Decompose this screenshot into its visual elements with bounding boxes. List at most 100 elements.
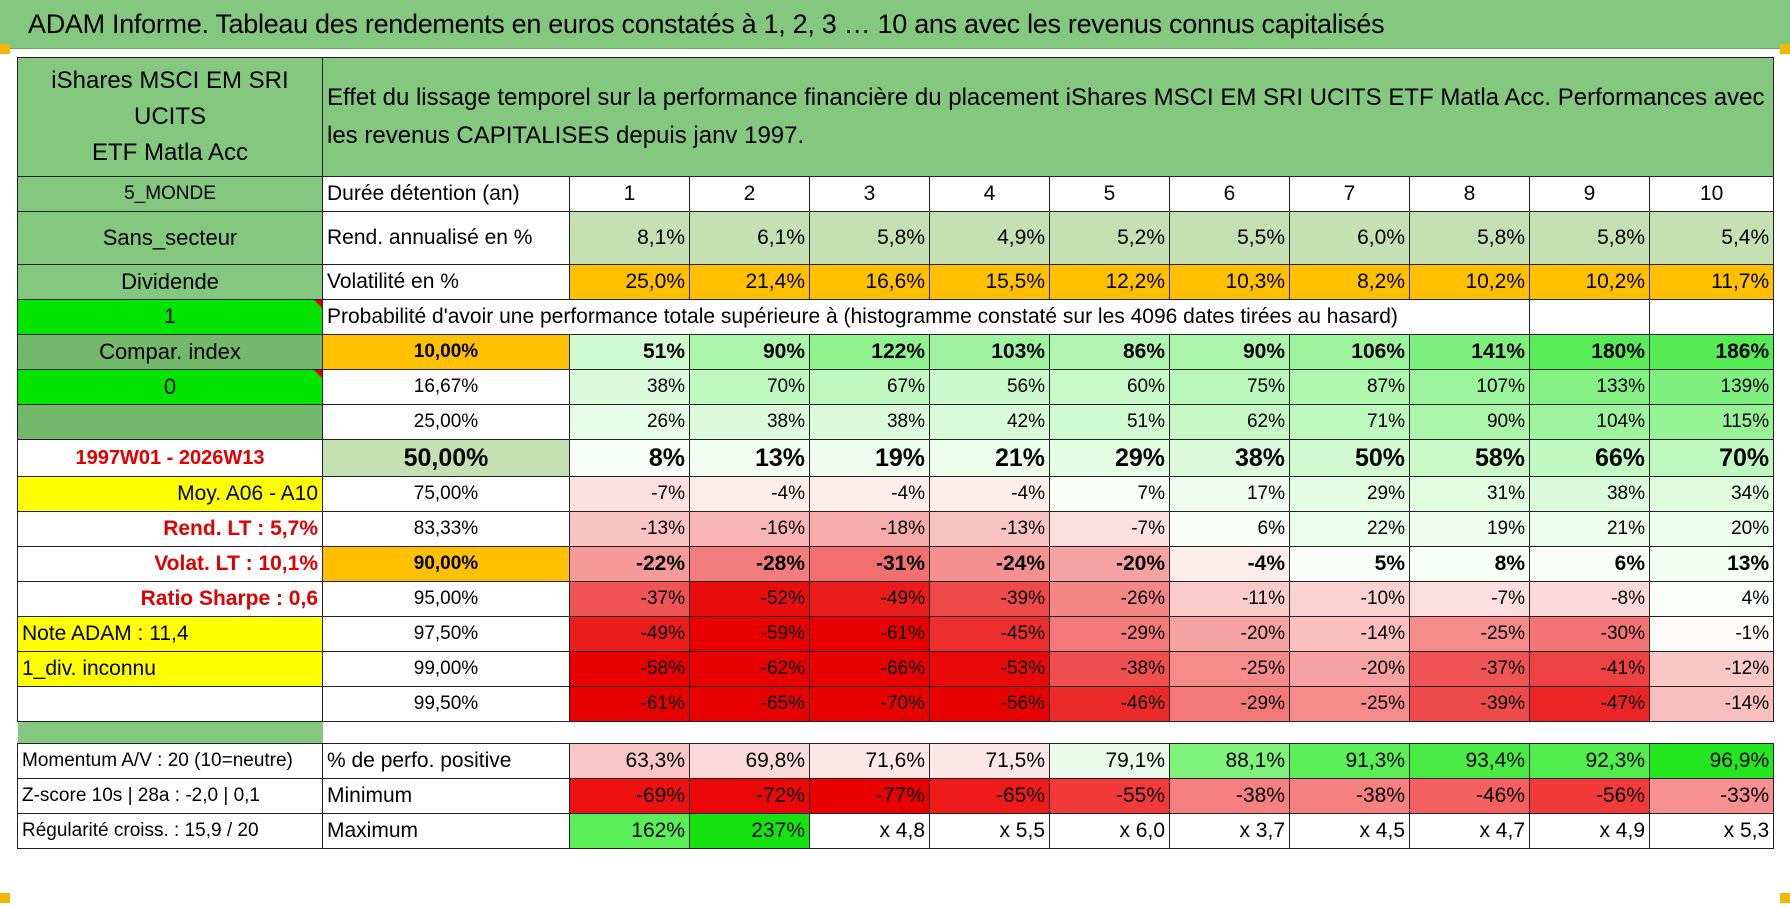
sector-cell: Sans_secteur — [17, 211, 323, 265]
pct-pos-value: 93,4% — [1409, 743, 1530, 779]
quantile-value: 31% — [1409, 476, 1530, 512]
quantile-value: 42% — [929, 404, 1050, 440]
quantile-row: 1997W01 - 2026W13 50,00% 8% 13% 19% 21% 29% 38%… — [17, 439, 1775, 477]
quantile-row: 25,00% 26% 38% 38% 42% 51% 62% 71% 90% 104% 115% — [17, 404, 1775, 440]
compar-index-cell: Compar. index — [17, 334, 323, 370]
quantile-value: 5% — [1289, 546, 1410, 582]
prob-label: Probabilité d'avoir une performance tota… — [322, 299, 1530, 335]
period-cell: 1997W01 - 2026W13 — [17, 439, 323, 477]
quantile-value: -7% — [1049, 511, 1170, 547]
quantile-label: 99,50% — [322, 686, 570, 722]
quantile-value: 90% — [689, 334, 810, 370]
quantile-value: 106% — [1289, 334, 1410, 370]
region-cell: 5_MONDE — [17, 176, 323, 212]
quantile-value: 13% — [689, 439, 810, 477]
quantile-label: 75,00% — [322, 476, 570, 512]
maximum-value: x 4,5 — [1289, 813, 1410, 849]
quantile-value: 21% — [1529, 511, 1650, 547]
quantile-value: 50% — [1289, 439, 1410, 477]
quantile-label: 95,00% — [322, 581, 570, 617]
ratio-sharpe-cell: Ratio Sharpe : 0,6 — [17, 581, 323, 617]
quantile-value: -10% — [1289, 581, 1410, 617]
rend-value: 6,1% — [689, 211, 810, 265]
quantile-value: -58% — [569, 651, 690, 687]
quantile-row: Volat. LT : 10,1% 90,00% -22% -28% -31% -24% -… — [17, 546, 1775, 582]
quantile-value: 19% — [809, 439, 930, 477]
minimum-value: -46% — [1409, 778, 1530, 814]
moy-cell: Moy. A06 - A10 — [17, 476, 323, 512]
quantile-value: 51% — [569, 334, 690, 370]
one-cell[interactable]: 1 — [17, 299, 323, 335]
page-title: ADAM Informe. Tableau des rendements en … — [28, 8, 1385, 39]
minimum-value: -72% — [689, 778, 810, 814]
quantile-value: -8% — [1529, 581, 1650, 617]
div-inconnu-cell: 1_div. inconnu — [17, 651, 323, 687]
vol-value: 15,5% — [929, 264, 1050, 300]
quantile-value: -13% — [929, 511, 1050, 547]
quantile-value: -46% — [1049, 686, 1170, 722]
volat-lt-cell: Volat. LT : 10,1% — [17, 546, 323, 582]
rend-value: 5,5% — [1169, 211, 1290, 265]
quantile-value: 38% — [569, 369, 690, 405]
pct-pos-value: 79,1% — [1049, 743, 1170, 779]
quantile-row: 99,50% -61% -65% -70% -56% -46% -29% -25% -39% -4… — [17, 686, 1775, 722]
quantile-value: 22% — [1289, 511, 1410, 547]
rend-label: Rend. annualisé en % — [322, 211, 570, 265]
vol-value: 10,2% — [1409, 264, 1530, 300]
quantile-value: -65% — [689, 686, 810, 722]
quantile-value: 133% — [1529, 369, 1650, 405]
maximum-value: x 4,9 — [1529, 813, 1650, 849]
quantile-value: -4% — [809, 476, 930, 512]
vol-value: 25,0% — [569, 264, 690, 300]
quantile-value: -41% — [1529, 651, 1650, 687]
returns-table: iShares MSCI EM SRI UCITS ETF Matla Acc … — [17, 57, 1775, 849]
quantile-value: -30% — [1529, 616, 1650, 652]
quantile-row: Rend. LT : 5,7% 83,33% -13% -16% -18% -13% -7%… — [17, 511, 1775, 547]
year-header: 1 — [569, 176, 690, 212]
corner-marker — [1780, 44, 1790, 54]
quantile-value: 20% — [1648, 511, 1775, 547]
quantile-value: -62% — [689, 651, 810, 687]
description-line2: les revenus CAPITALISES depuis janv 1997… — [327, 122, 805, 149]
minimum-value: -56% — [1529, 778, 1650, 814]
corner-marker — [0, 44, 10, 54]
quantile-value: -20% — [1169, 616, 1290, 652]
quantile-row: Moy. A06 - A10 75,00% -7% -4% -4% -4% 7% 17% 29%… — [17, 476, 1775, 512]
corner-marker — [1780, 893, 1790, 903]
fund-name-cell: iShares MSCI EM SRI UCITS ETF Matla Acc — [17, 57, 323, 177]
year-header: 6 — [1169, 176, 1290, 212]
quantile-value: 66% — [1529, 439, 1650, 477]
quantile-value: -59% — [689, 616, 810, 652]
empty-cell — [1648, 299, 1775, 335]
quantile-value: 17% — [1169, 476, 1290, 512]
quantile-value: 38% — [809, 404, 930, 440]
quantile-value: -25% — [1409, 616, 1530, 652]
prob-row: 1 Probabilité d'avoir une performance to… — [17, 299, 1775, 335]
maximum-row: Régularité croiss. : 15,9 / 20 Maximum 1… — [17, 813, 1775, 849]
quantile-value: -4% — [929, 476, 1050, 512]
description-cell: Effet du lissage temporel sur la perform… — [321, 57, 1775, 177]
quantile-value: 38% — [1169, 439, 1290, 477]
minimum-value: -38% — [1169, 778, 1290, 814]
year-header: 8 — [1409, 176, 1530, 212]
quantile-value: 19% — [1409, 511, 1530, 547]
quantile-value: -37% — [1409, 651, 1530, 687]
vol-row: Dividende Volatilité en % 25,0% 21,4% 16… — [17, 264, 1775, 300]
rend-row: Sans_secteur Rend. annualisé en % 8,1% 6… — [17, 211, 1775, 265]
quantile-value: -11% — [1169, 581, 1290, 617]
quantile-value: 90% — [1169, 334, 1290, 370]
quantile-value: 62% — [1169, 404, 1290, 440]
quantile-value: -25% — [1289, 686, 1410, 722]
regularite-cell: Régularité croiss. : 15,9 / 20 — [17, 813, 323, 849]
quantile-value: -37% — [569, 581, 690, 617]
vol-value: 10,3% — [1169, 264, 1290, 300]
quantile-value: 21% — [929, 439, 1050, 477]
quantile-value: 38% — [1529, 476, 1650, 512]
quantile-label: 83,33% — [322, 511, 570, 547]
quantile-value: 13% — [1648, 546, 1775, 582]
quantile-value: 75% — [1169, 369, 1290, 405]
vol-value: 12,2% — [1049, 264, 1170, 300]
zero-cell[interactable]: 0 — [17, 369, 323, 405]
year-header: 3 — [809, 176, 930, 212]
quantile-value: 8% — [569, 439, 690, 477]
